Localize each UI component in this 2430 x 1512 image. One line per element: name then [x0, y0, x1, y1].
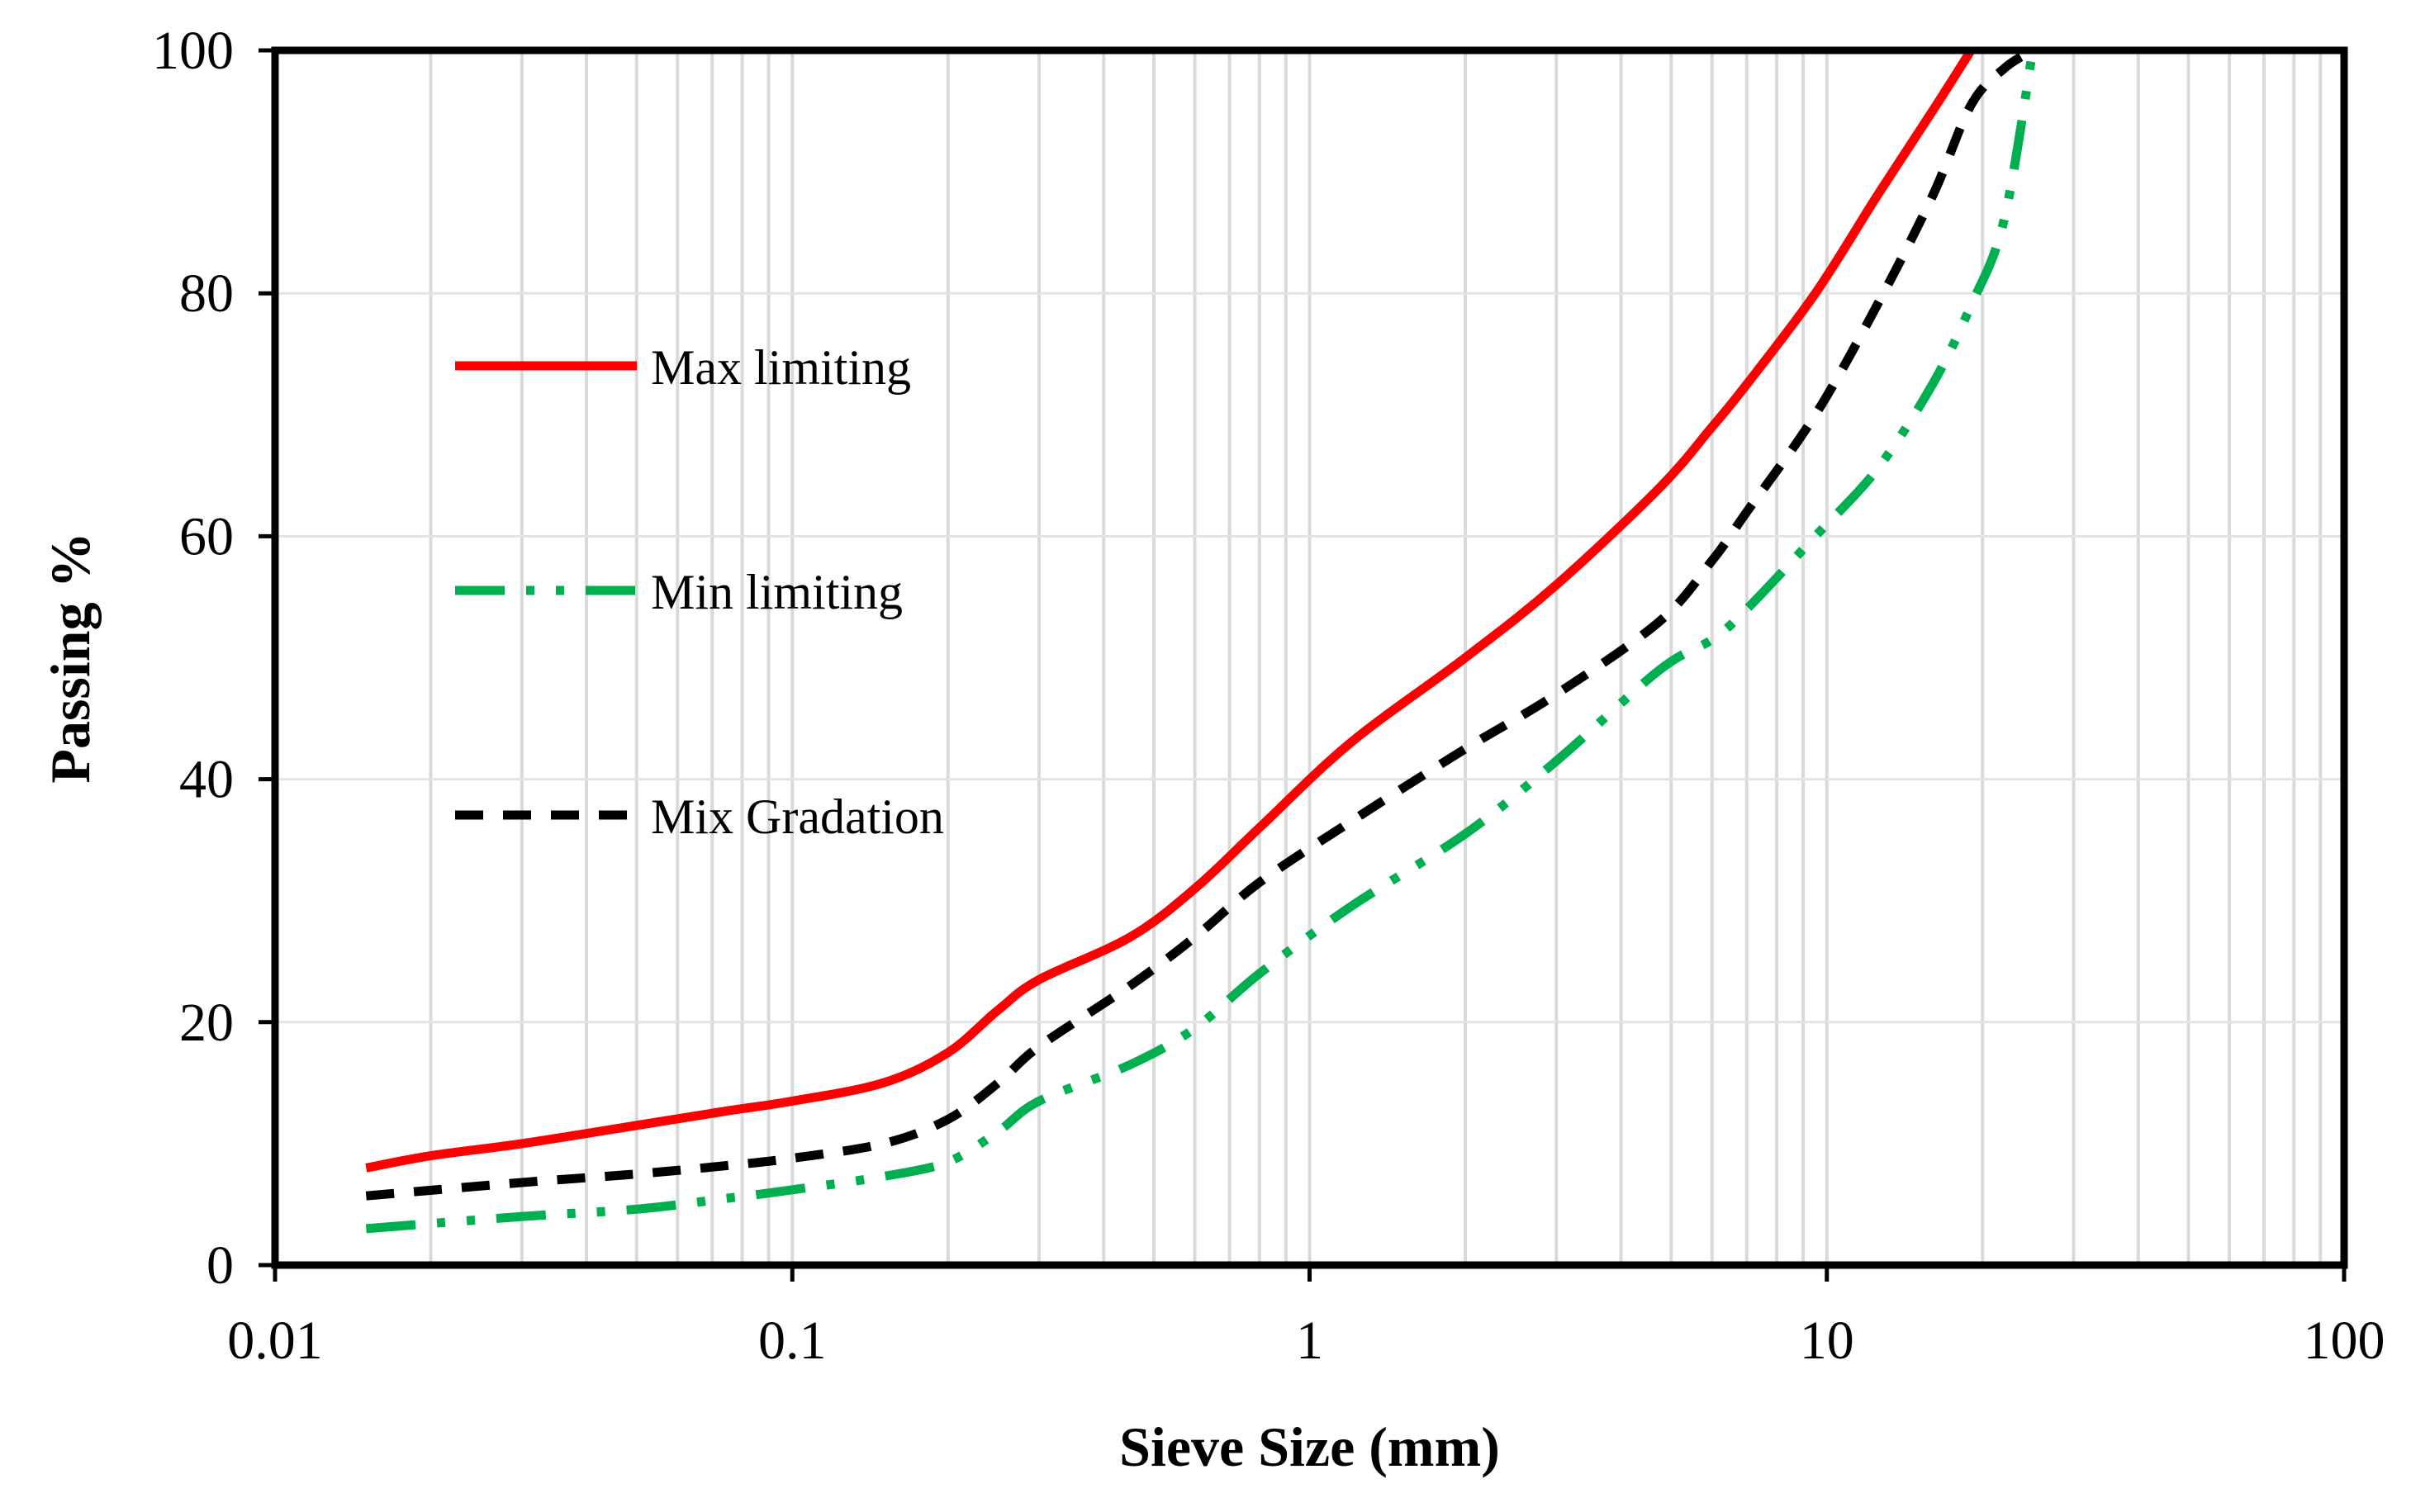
x-tick-label: 1 [1296, 1311, 1323, 1371]
legend: Max limiting Min limiting Mix Gradation [455, 340, 944, 844]
axis-ticks: 0.01 0.1 1 10 100 0 20 40 60 80 100 [152, 21, 2385, 1371]
y-tick-label: 100 [152, 21, 234, 81]
y-tick-label: 80 [179, 263, 234, 324]
y-axis-title: Passing % [39, 532, 102, 783]
legend-label-max-limiting: Max limiting [651, 340, 911, 395]
series-line-min-limiting [365, 50, 2038, 1234]
series-line-mix-gradation [365, 46, 2035, 1201]
legend-label-mix-gradation: Mix Gradation [651, 789, 944, 844]
y-tick-label: 20 [179, 993, 234, 1053]
x-tick-label: 100 [2304, 1311, 2385, 1371]
grid-lines [275, 50, 2344, 1265]
y-tick-label: 40 [179, 750, 234, 810]
y-tick-label: 60 [179, 506, 234, 566]
legend-label-min-limiting: Min limiting [651, 565, 903, 619]
series-line-max-limiting [365, 48, 1975, 1173]
x-tick-label: 10 [1800, 1311, 1854, 1371]
x-axis-title: Sieve Size (mm) [1119, 1415, 1500, 1478]
x-tick-label: 0.01 [227, 1311, 323, 1371]
x-tick-label: 0.1 [758, 1311, 827, 1371]
series-lines [365, 46, 2038, 1234]
y-tick-label: 0 [206, 1235, 234, 1296]
